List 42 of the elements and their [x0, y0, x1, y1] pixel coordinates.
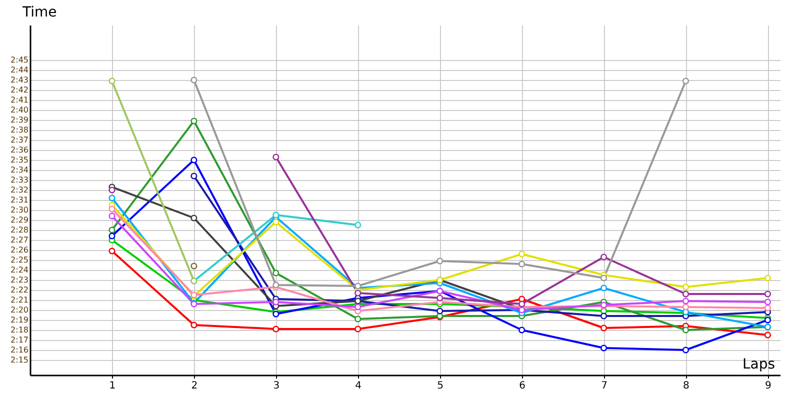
y-tick-label: 2:29: [10, 216, 28, 224]
x-tick-label: 5: [437, 380, 444, 392]
y-tick-label: 2:24: [10, 266, 28, 274]
y-tick-label: 2:18: [10, 326, 28, 334]
y-tick-label: 2:32: [10, 186, 28, 194]
x-tick-label: 3: [273, 380, 280, 392]
y-tick-label: 2:22: [10, 286, 28, 294]
x-tick-label: 1: [109, 380, 116, 392]
y-tick-label: 2:21: [10, 296, 28, 304]
y-tick-label: 2:36: [10, 146, 28, 154]
y-tick-label: 2:19: [10, 316, 28, 324]
y-tick-label: 2:28: [10, 226, 28, 234]
x-tick-label: 7: [601, 380, 608, 392]
y-tick-label: 2:41: [10, 96, 28, 104]
x-tick-label: 8: [683, 380, 690, 392]
x-tick-label: 2: [191, 380, 198, 392]
y-tick-label: 2:38: [10, 126, 28, 134]
y-tick-label: 2:33: [10, 176, 28, 184]
x-tick-label: 6: [519, 380, 526, 392]
y-tick-label: 2:39: [10, 116, 28, 124]
y-tick-label: 2:42: [10, 86, 28, 94]
y-tick-label: 2:25: [10, 256, 28, 264]
y-tick-label: 2:31: [10, 196, 28, 204]
y-tick-label: 2:15: [10, 356, 28, 364]
y-tick-label: 2:30: [10, 206, 28, 214]
y-axis-title: Time: [22, 4, 57, 20]
y-tick-label: 2:43: [10, 76, 28, 84]
x-axis-title: Laps: [742, 356, 776, 372]
y-tick-label: 2:37: [10, 136, 28, 144]
y-tick-label: 2:45: [10, 56, 28, 64]
x-tick-label: 9: [765, 380, 772, 392]
y-tick-label: 2:35: [10, 156, 28, 164]
y-tick-label: 2:44: [10, 66, 28, 74]
y-tick-label: 2:26: [10, 246, 28, 254]
y-tick-label: 2:27: [10, 236, 28, 244]
y-tick-label: 2:16: [10, 346, 28, 354]
x-tick-label: 4: [355, 380, 362, 392]
y-tick-label: 2:40: [10, 106, 28, 114]
y-tick-label: 2:34: [10, 166, 28, 174]
y-tick-label: 2:17: [10, 336, 28, 344]
y-tick-label: 2:20: [10, 306, 28, 314]
y-tick-label: 2:23: [10, 276, 28, 284]
